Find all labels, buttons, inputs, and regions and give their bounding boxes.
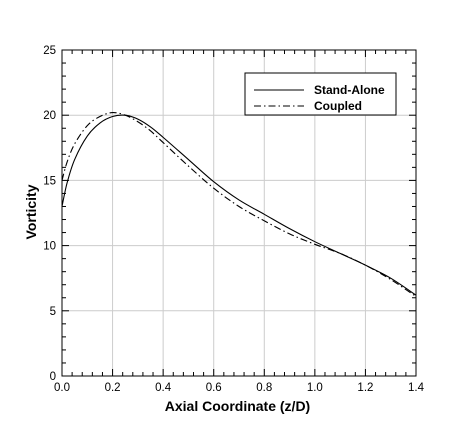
series-group [61,112,417,297]
tick-labels: 0.0 0.2 0.4 0.6 0.8 1.0 1.2 1.4 0 5 10 15 20 25 [43,45,424,394]
x-tick-label: 0.4 [155,382,172,394]
legend-label-coupled: Coupled [314,99,362,113]
y-tick-label: 20 [43,110,56,122]
legend: Stand-Alone Coupled [244,72,397,116]
x-tick-label: 1.2 [357,382,373,394]
legend-label-stand-alone: Stand-Alone [314,83,385,97]
x-tick-label: 0.6 [206,382,222,394]
y-tick-label: 5 [50,306,56,318]
x-tick-label: 0.0 [54,382,70,394]
y-tick-label: 25 [43,45,56,57]
x-tick-label: 0.2 [105,382,121,394]
x-tick-label: 1.4 [408,382,425,394]
y-tick-label: 10 [43,241,56,253]
x-tick-label: 1.0 [307,382,323,394]
y-tick-label: 15 [43,175,56,187]
x-tick-label: 0.8 [256,382,272,394]
x-axis-title: Axial Coordinate (z/D) [165,398,310,414]
y-tick-label: 0 [50,371,56,383]
series-line-coupled [61,112,417,297]
y-axis-title: Vorticity [23,184,39,239]
plot-frame [61,49,417,377]
legend-box [244,72,397,116]
